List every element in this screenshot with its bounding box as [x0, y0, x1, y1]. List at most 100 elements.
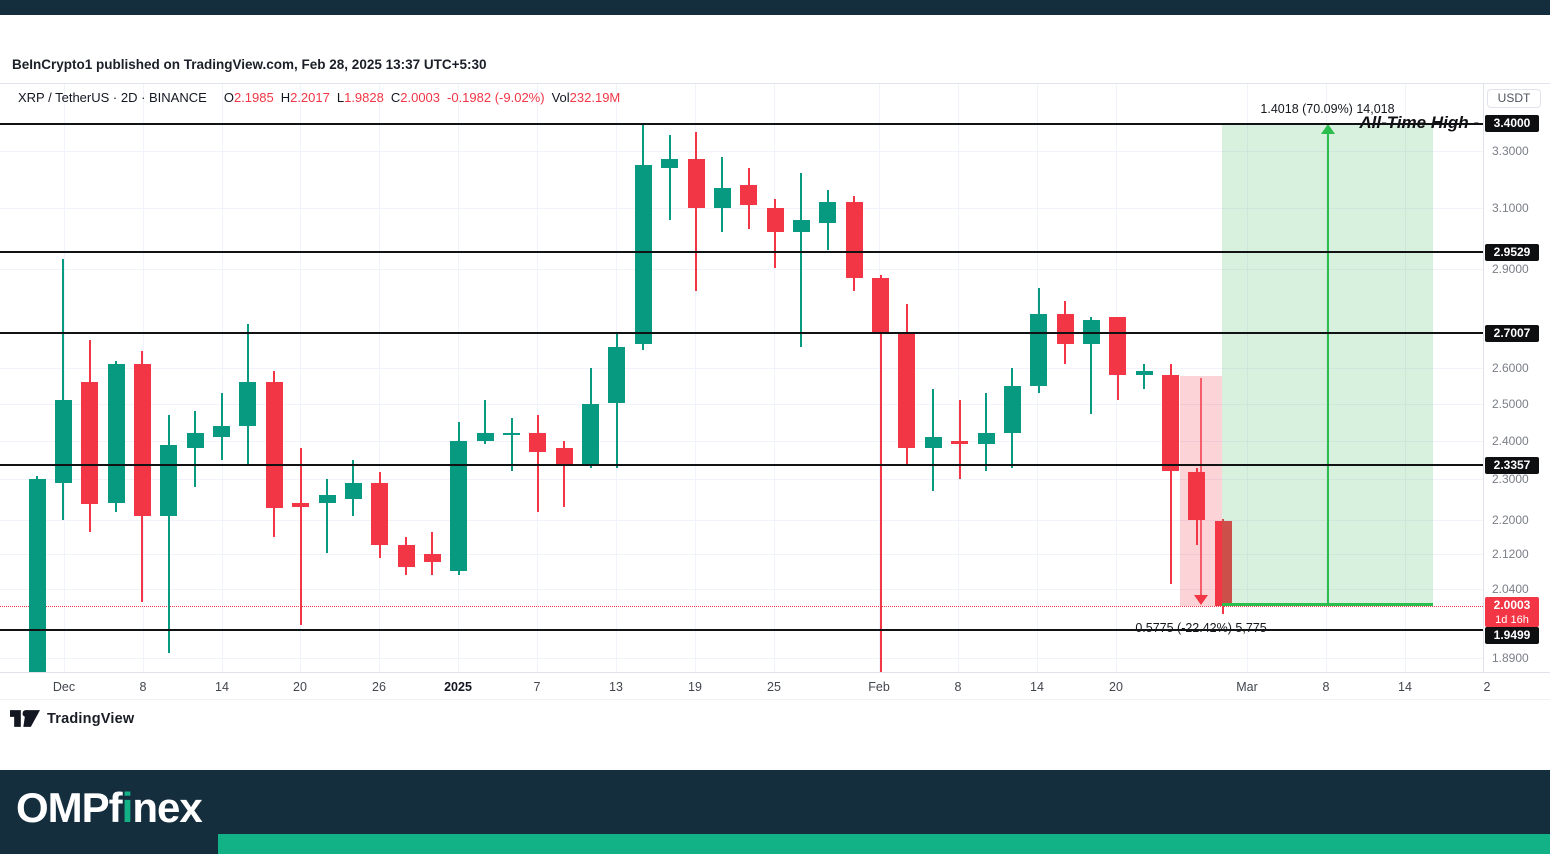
- candle-body: [924, 436, 942, 449]
- vertical-gridline: [695, 84, 696, 672]
- attribution-text: BeInCrypto1 published on TradingView.com…: [12, 57, 487, 72]
- candle-body: [661, 159, 679, 168]
- candle-body: [1214, 520, 1232, 607]
- candle-body: [213, 425, 230, 437]
- candle-body: [766, 207, 784, 232]
- legend-low-value: 1.9828: [344, 90, 384, 105]
- level-line[interactable]: [0, 332, 1483, 335]
- level-line[interactable]: [0, 464, 1483, 467]
- price-tick-label: 2.6000: [1492, 360, 1529, 375]
- price-tick-label: 2.5000: [1492, 396, 1529, 411]
- down-arrow-icon: [1194, 595, 1208, 606]
- candle-body: [476, 433, 494, 441]
- legend-open-label: O: [223, 90, 234, 105]
- horizontal-gridline: [0, 207, 1483, 209]
- horizontal-gridline: [0, 553, 1483, 555]
- vertical-gridline: [774, 84, 775, 672]
- chart-plot-area[interactable]: XRP / TetherUS · 2D · BINANCE O2.1985 H2.2…: [0, 83, 1483, 672]
- price-level-badge: 2.9529: [1485, 243, 1539, 261]
- vertical-gridline: [537, 84, 538, 672]
- brand-footer: OMPfinex: [0, 770, 1550, 854]
- all-time-high-label: All-Time High -: [1359, 112, 1479, 132]
- candle-body: [423, 553, 441, 563]
- candle-body: [845, 202, 863, 278]
- candle-body: [608, 347, 626, 404]
- vertical-gridline: [222, 84, 223, 672]
- time-tick-label: 2: [1483, 680, 1491, 694]
- price-tick-label: 1.8900: [1492, 651, 1529, 665]
- horizontal-gridline: [0, 440, 1483, 442]
- current-price-value: 2.0003: [1493, 598, 1531, 613]
- time-tick-label: 14: [1030, 680, 1044, 694]
- time-tick-label: 14: [1398, 680, 1412, 694]
- price-tick-label: 3.1000: [1492, 200, 1529, 215]
- candle-wick: [879, 274, 882, 672]
- level-line[interactable]: [0, 122, 1483, 125]
- price-level-badge: 2.7007: [1485, 324, 1539, 342]
- current-price-line: [0, 606, 1483, 608]
- candle-body: [371, 483, 389, 545]
- time-tick-label: 20: [293, 680, 307, 694]
- candle-body: [133, 364, 151, 516]
- candle-body: [450, 440, 468, 571]
- vertical-gridline: [458, 84, 459, 672]
- time-tick-label: 13: [609, 680, 623, 694]
- candle-body: [265, 382, 283, 508]
- price-tick-label: 2.2000: [1492, 512, 1529, 527]
- candle-body: [872, 278, 889, 334]
- time-tick-label: 14: [215, 680, 229, 694]
- time-tick-label: 20: [1109, 680, 1123, 694]
- current-price-badge: 2.0003 1d 16h: [1485, 597, 1539, 628]
- price-tick-label: 2.0400: [1492, 581, 1529, 596]
- horizontal-gridline: [0, 151, 1483, 152]
- time-tick-label: Dec: [52, 680, 76, 694]
- horizontal-gridline: [0, 588, 1483, 590]
- candle-body: [107, 364, 125, 504]
- legend-volume-label: Vol: [551, 90, 570, 105]
- legend-high-label: H: [280, 90, 291, 105]
- candle-body: [186, 433, 204, 449]
- horizontal-gridline: [0, 403, 1483, 405]
- price-axis[interactable]: USDT 3.3000 3.1000 2.9000 2.6000 2.5000 2.400…: [1483, 83, 1550, 672]
- horizontal-gridline: [0, 268, 1483, 270]
- candle-wick: [167, 414, 170, 654]
- time-tick-label: 7: [533, 680, 541, 694]
- candle-body: [1056, 313, 1074, 344]
- horizontal-gridline: [0, 519, 1483, 521]
- candle-body: [1109, 316, 1127, 375]
- candle-body: [318, 495, 336, 504]
- tradingview-attribution[interactable]: TradingView: [10, 710, 134, 727]
- candle-wick: [1090, 316, 1093, 415]
- time-tick-label: 19: [688, 680, 702, 694]
- candle-body: [28, 479, 46, 672]
- candle-wick: [985, 392, 987, 472]
- level-line[interactable]: [0, 251, 1483, 254]
- candle-wick: [326, 479, 328, 554]
- price-level-badge: 2.3357: [1485, 456, 1539, 474]
- chart-legend: XRP / TetherUS · 2D · BINANCE O2.1985 H2.2…: [18, 90, 620, 105]
- candle-body: [713, 187, 731, 208]
- vertical-gridline: [1405, 84, 1406, 672]
- level-line[interactable]: [0, 628, 1483, 631]
- candle-wick: [510, 418, 513, 472]
- legend-symbol: XRP / TetherUS · 2D · BINANCE: [18, 90, 207, 105]
- price-tick-label: 2.9000: [1492, 261, 1529, 276]
- legend-high-value: 2.2017: [290, 90, 330, 105]
- candle-body: [792, 219, 810, 232]
- legend-open-value: 2.1985: [233, 90, 274, 105]
- candle-wick: [695, 131, 697, 291]
- horizontal-gridline: [0, 479, 1483, 481]
- projection-line: [1326, 134, 1329, 606]
- candle-wick: [536, 414, 539, 512]
- vertical-gridline: [1116, 84, 1117, 672]
- candle-body: [898, 333, 916, 449]
- price-tick-label: 2.4000: [1492, 433, 1529, 448]
- currency-button[interactable]: USDT: [1487, 89, 1541, 108]
- price-level-badge: 1.9499: [1485, 627, 1539, 645]
- time-tick-label: 8: [139, 680, 147, 694]
- candle-wick: [1169, 364, 1172, 585]
- candle-body: [634, 164, 652, 344]
- time-tick-label: Feb: [868, 680, 890, 694]
- candle-body: [397, 545, 415, 567]
- time-axis[interactable]: Dec 8 14 20 26 2025 7 13 19 25 Feb 8 14 20 Mar 8 14 2: [0, 672, 1550, 700]
